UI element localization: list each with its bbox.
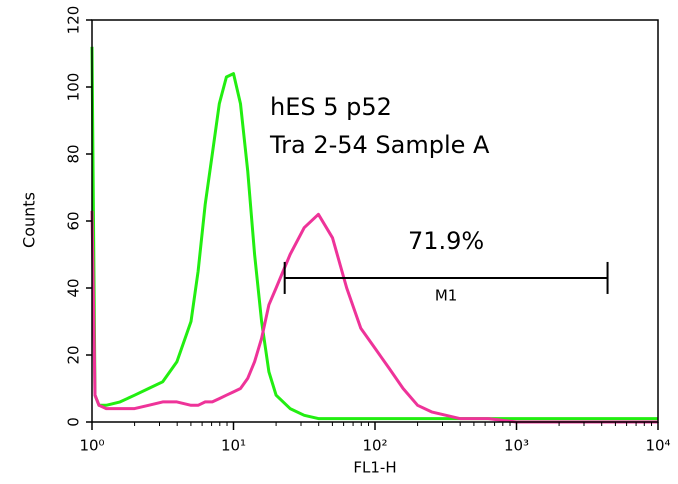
y-tick-label: 0	[65, 417, 83, 427]
annotation: Tra 2-54 Sample A	[269, 131, 490, 159]
x-tick-label: 10²	[362, 437, 387, 455]
y-axis-label: Counts	[20, 192, 39, 248]
x-tick-label: 10¹	[221, 437, 246, 455]
y-tick-label: 100	[65, 73, 83, 102]
y-tick-label: 40	[65, 278, 83, 297]
annotation: hES 5 p52	[270, 93, 392, 121]
y-tick-label: 60	[65, 211, 83, 230]
y-tick-label: 120	[65, 6, 83, 35]
x-tick-label: 10³	[504, 437, 529, 455]
x-tick-label: 10⁰	[79, 437, 104, 455]
histogram-line	[90, 46, 658, 421]
y-tick-label: 20	[65, 345, 83, 364]
x-tick-label: 10⁴	[645, 437, 670, 455]
marker-label: M1	[435, 286, 458, 304]
y-tick-label: 80	[65, 144, 83, 163]
histogram-line	[90, 210, 658, 424]
marker-percent: 71.9%	[408, 227, 484, 255]
x-axis-label: FL1-H	[353, 459, 396, 477]
